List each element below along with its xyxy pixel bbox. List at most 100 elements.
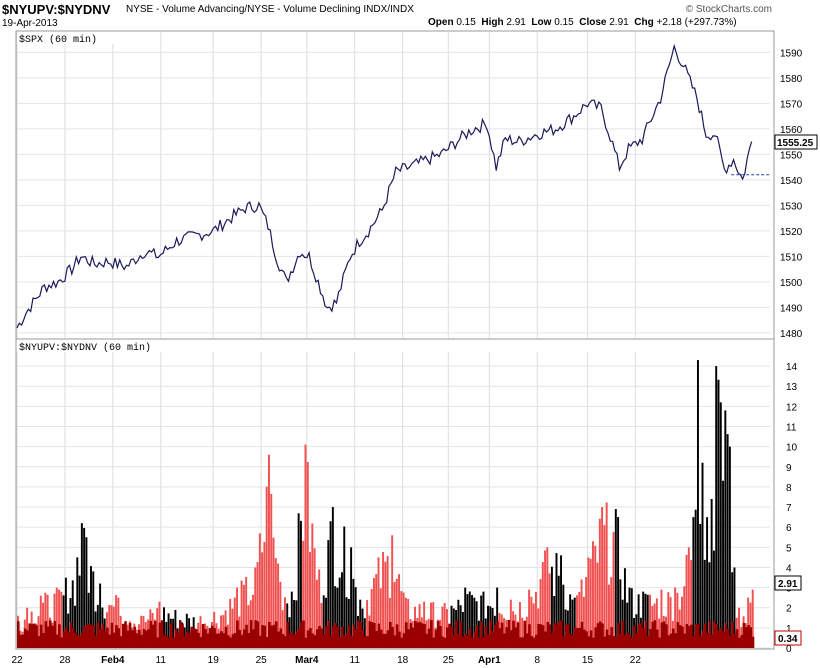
ratio-bar: [550, 566, 553, 648]
ratio-bar: [398, 574, 401, 648]
ratio-bar: [480, 595, 483, 648]
symbol-description: NYSE - Volume Advancing/NYSE - Volume De…: [126, 4, 414, 15]
ratio-base-bar: [418, 621, 422, 648]
ratio-bar: [352, 578, 355, 648]
ratio-bar: [60, 591, 63, 648]
ratio-base-bar: [341, 626, 344, 648]
ratio-base-bar: [605, 629, 609, 648]
ratio-bar: [525, 616, 528, 648]
ratio-base-bar: [646, 636, 650, 648]
ratio-base-bar: [582, 629, 586, 648]
chg-label: Chg: [634, 17, 654, 28]
ratio-base-bar: [715, 624, 718, 648]
ratio-base-bar: [23, 628, 27, 648]
ratio-base-bar: [133, 626, 136, 648]
ratio-base-bar: [459, 621, 463, 648]
ratio-bar: [279, 581, 282, 648]
ratio-base-bar: [703, 623, 707, 648]
ratio-base-bar: [224, 626, 228, 648]
ratio-base-bar: [238, 629, 241, 648]
ratio-base-bar: [101, 623, 105, 648]
ratio-base-bar: [160, 620, 164, 648]
ratio-bar: [441, 606, 444, 648]
ratio-base-bar: [441, 636, 444, 648]
ratio-base-bar: [131, 630, 134, 648]
ratio-base-bar: [265, 636, 269, 648]
ratio-label-bg: [17, 340, 167, 352]
ratio-base-bar: [94, 635, 98, 648]
ratio-bar: [607, 584, 610, 648]
ratio-base-bar: [92, 625, 95, 648]
ratio-base-bar: [530, 636, 533, 648]
ratio-bar: [402, 592, 405, 648]
ratio-base-bar: [541, 625, 545, 648]
ratio-base-bar: [179, 620, 182, 648]
ratio-base-bar: [635, 632, 638, 648]
ratio-base-bar: [598, 621, 602, 648]
ratio-bar: [569, 594, 572, 648]
ratio-base-bar: [398, 631, 401, 648]
ratio-base-bar: [350, 635, 353, 648]
ratio-bar: [384, 561, 387, 648]
ratio-base-bar: [416, 622, 419, 648]
price-last-value: 1555.25: [777, 138, 814, 149]
ratio-bar: [496, 587, 499, 648]
ratio-base-bar: [64, 627, 68, 648]
ratio-base-bar: [523, 620, 527, 648]
ratio-base-bar: [751, 636, 755, 648]
price-tick-label: 1500: [780, 278, 803, 289]
ratio-base-bar: [662, 621, 666, 648]
ratio-bar: [112, 606, 115, 648]
ratio-tick-label: 13: [786, 382, 798, 393]
ratio-base-bar: [692, 635, 695, 648]
ratio-base-bar: [592, 637, 595, 648]
ratio-base-bar: [252, 629, 255, 648]
ratio-base-bar: [26, 630, 29, 648]
price-label-bg: [17, 32, 143, 44]
ratio-bar: [37, 616, 40, 648]
ratio-base-bar: [71, 627, 75, 648]
spx-price-line: [16, 43, 753, 329]
ratio-bar: [199, 616, 202, 648]
ratio-base-bar: [555, 624, 559, 648]
ratio-base-bar: [39, 624, 43, 648]
ratio-base-bar: [525, 633, 529, 648]
chg-value: +2.18 (+297.73%): [656, 17, 737, 28]
ratio-bar: [236, 587, 238, 648]
ratio-base-bar: [128, 623, 132, 648]
ratio-bar: [594, 545, 597, 648]
ratio-bar: [655, 598, 658, 648]
low-label: Low: [531, 17, 552, 28]
ratio-base-bar: [58, 624, 61, 648]
ratio-base-bar: [473, 631, 476, 648]
ratio-base-bar: [21, 634, 25, 648]
ratio-base-bar: [42, 632, 45, 648]
x-tick-label: 11: [350, 655, 361, 666]
ratio-bar: [614, 509, 617, 648]
ratio-base-bar: [115, 625, 118, 648]
ratio-base-bar: [660, 622, 664, 648]
ratio-bar: [309, 551, 312, 648]
ratio-base-bar: [240, 634, 244, 648]
ratio-base-bar: [665, 624, 668, 648]
ratio-bar: [617, 517, 620, 648]
ratio-bar: [76, 557, 79, 648]
ratio-base-bar: [564, 624, 568, 648]
ratio-base-bar: [450, 626, 454, 648]
ratio-base-bar: [151, 624, 155, 648]
ratio-base-bar: [644, 620, 648, 648]
ratio-bar: [274, 558, 277, 648]
ratio-bar: [471, 595, 474, 648]
ratio-base-bar: [112, 632, 116, 648]
ratio-base-bar: [480, 621, 483, 648]
ratio-base-bar: [283, 636, 287, 648]
ratio-base-bar: [516, 622, 520, 648]
ratio-base-bar: [345, 633, 349, 648]
ratio-base-bar: [327, 620, 330, 648]
ratio-tick-label: 0: [786, 644, 792, 655]
ratio-base-bar: [354, 629, 358, 648]
ratio-tick-label: 10: [786, 443, 798, 454]
ratio-base-bar: [630, 637, 634, 648]
ratio-base-bar: [368, 621, 371, 648]
x-tick-label: 25: [443, 655, 455, 666]
